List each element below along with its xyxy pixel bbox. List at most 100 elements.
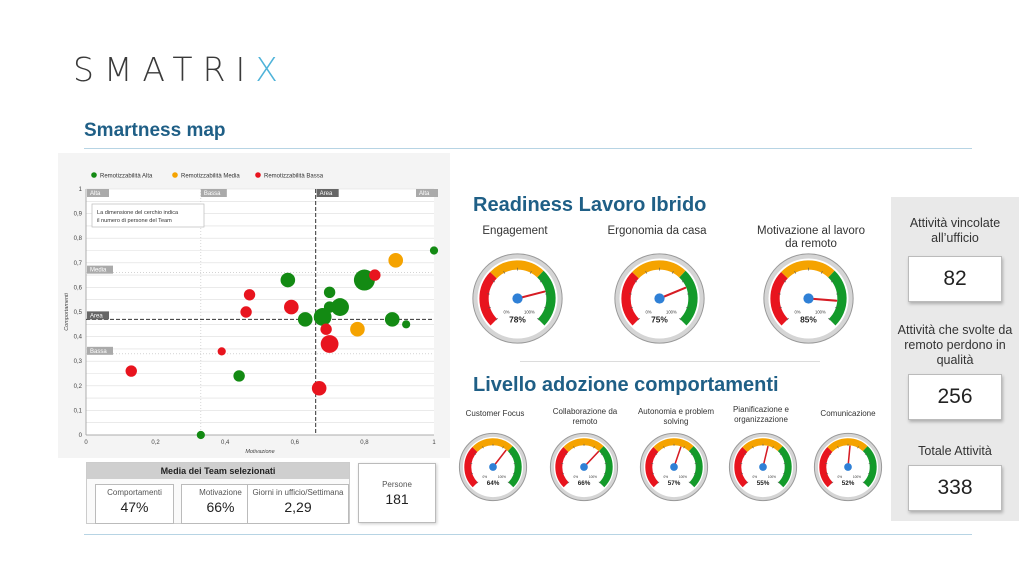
legend-label: Remotizzabilità Media [181, 174, 240, 180]
gauge-tick [657, 481, 660, 484]
gauge-max-label: 100% [498, 475, 506, 479]
legend-label: Remotizzabilità Alta [100, 174, 153, 180]
zone-label: Bassa [204, 191, 221, 197]
gauge-band [777, 446, 792, 488]
gauge-band [472, 438, 513, 453]
metric-label: Motivazione [199, 488, 242, 497]
scatter-point [284, 299, 299, 315]
gauge-max-label: 100% [524, 309, 535, 314]
top-divider [84, 148, 972, 149]
gauge-tick [539, 280, 543, 283]
x-axis-title: Motivazione [245, 449, 274, 455]
gauge-svg: 0% 100%75% [614, 253, 705, 344]
gauge-tick [567, 481, 570, 484]
gauge-comunicazione: 0% 100% 52% [813, 432, 883, 507]
legend-label: Remotizzabilità Bassa [264, 174, 324, 180]
y-tick-label: 0 [79, 433, 83, 439]
gauge-motivazione-remoto: 0% 100% 85% [762, 252, 855, 350]
gauge-band [507, 446, 522, 488]
gauge-band [598, 446, 613, 488]
stat-value-perdono-qualita: 256 [908, 374, 1002, 420]
y-tick-label: 0,1 [74, 408, 83, 414]
y-tick-label: 0,7 [74, 261, 83, 267]
metric-label: Giorni in ufficio/Settimana [252, 488, 344, 497]
gauge-tick [645, 271, 648, 274]
gauge-tick [690, 453, 693, 455]
gauge-label-motivazione-remoto: Motivazione al lavoro da remoto [756, 225, 866, 250]
persone-card: Persone 181 [358, 463, 436, 523]
zone-label-bg [87, 311, 109, 320]
gauge-band [479, 271, 498, 326]
gauge-band [734, 447, 748, 488]
scatter-point [313, 308, 332, 326]
metric-giorni-ufficio: Giorni in ufficio/Settimana 2,29 [247, 484, 349, 524]
note-box [91, 203, 205, 228]
gauge-min-label: 0% [646, 309, 652, 314]
gauge-collaborazione: 0% 100% 66% [549, 432, 619, 507]
gauge-tick [679, 318, 682, 321]
metric-motivazione: Motivazione 66% [181, 484, 260, 524]
gauge-tick [752, 446, 754, 449]
gauge-min-label: 0% [574, 475, 579, 479]
gauge-max-label: 100% [853, 475, 861, 479]
y-tick-label: 0,4 [74, 335, 83, 341]
gauge-tick [834, 306, 838, 309]
gauge-band [490, 260, 544, 279]
x-tick-label: 0,4 [221, 440, 230, 446]
gauge-band [742, 438, 783, 453]
gauge-value-label: 57% [668, 480, 681, 487]
gauge-tick [603, 473, 607, 475]
zone-label: Area [90, 313, 103, 319]
gauge-autonomia: 0% 100% 57% [639, 432, 709, 507]
stat-value-vincolate: 82 [908, 256, 1002, 302]
gauge-tick [503, 271, 506, 274]
gauge-tick [830, 280, 834, 283]
zone-label: Bassa [90, 349, 107, 355]
gauge-tick [693, 473, 697, 475]
y-tick-label: 0,3 [74, 359, 83, 365]
y-tick-label: 0,6 [74, 285, 83, 291]
gauge-label-comunicazione: Comunicazione [820, 409, 876, 418]
gauge-label-autonomia: Autonomia e problem solving [637, 407, 715, 426]
gauge-band [563, 438, 604, 453]
zone-label-bg [87, 189, 109, 197]
scatter-point [320, 335, 339, 353]
gauge-value-label: 75% [651, 315, 668, 325]
gauge-tick [777, 481, 780, 484]
gauge-hub [654, 293, 665, 304]
y-axis-title: Comportamenti [64, 292, 70, 330]
gauge-tick [488, 306, 492, 309]
x-tick-label: 0,6 [291, 440, 300, 446]
y-tick-label: 0,9 [74, 212, 83, 218]
gauge-value-label: 55% [757, 480, 770, 487]
smatrix-logo: SMATRIX [73, 50, 288, 89]
gauge-tick [862, 481, 865, 484]
gauge-tick [867, 473, 871, 475]
gauge-tick [825, 473, 829, 475]
gauge-band [632, 260, 686, 279]
gauge-tick [782, 473, 786, 475]
gauge-tick [786, 318, 789, 321]
gauge-band [464, 447, 478, 488]
scatter-point [233, 370, 245, 382]
persone-value: 181 [385, 491, 409, 507]
gauge-tick [681, 280, 685, 283]
gauge-tick [634, 280, 638, 283]
gauge-tick [655, 453, 658, 455]
stat-label-totale: Totale Attività [918, 444, 992, 458]
stat-label-vincolate: Attività vincolate all’ufficio [909, 216, 1001, 245]
gauge-tick [746, 481, 749, 484]
x-tick-label: 1 [432, 440, 436, 446]
readiness-title: Readiness Lavoro Ibrido [473, 194, 707, 216]
legend-marker [255, 172, 261, 178]
logo-x: X [255, 50, 288, 89]
gauge-tick [509, 453, 512, 455]
y-tick-label: 1 [79, 187, 83, 193]
gauge-band [537, 270, 556, 326]
gauge-max-label: 100% [768, 475, 776, 479]
gauge-tick [864, 453, 867, 455]
gauge-svg: 0% 100%64% [458, 432, 528, 502]
gauge-tick [507, 481, 510, 484]
metric-comportamenti: Comportamenti 47% [95, 484, 174, 524]
gauge-ergonomia: 0% 100% 75% [613, 252, 706, 350]
